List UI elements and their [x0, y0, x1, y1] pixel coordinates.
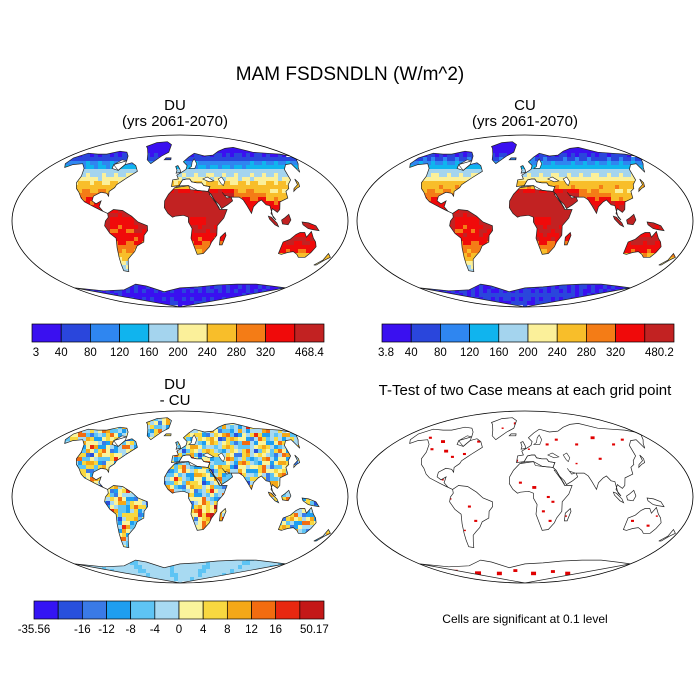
colorbar-label: -4	[150, 624, 161, 636]
panel-du-years: (yrs 2061-2070)	[122, 113, 228, 130]
panel-diff-title: DU - CU	[40, 377, 310, 409]
colorbar-box	[57, 600, 83, 620]
colorbar-box	[90, 323, 120, 343]
colorbar-box	[381, 323, 412, 343]
colorbar-label: 240	[548, 347, 567, 359]
colorbar-label: 320	[606, 347, 625, 359]
colorbar-label: 280	[577, 347, 596, 359]
colorbar-label: 16	[269, 624, 282, 636]
map-frame	[356, 410, 694, 584]
colorbar-label: 50.17	[300, 624, 329, 636]
colorbar-label: 160	[489, 347, 508, 359]
colorbar-box	[265, 323, 296, 343]
map-body	[12, 411, 348, 583]
map-du	[11, 134, 349, 308]
colorbar-du: 3 40 80 120 160 200 240 280 320 468.4	[31, 323, 325, 359]
colorbar-box	[410, 323, 441, 343]
colorbar-box	[498, 323, 529, 343]
panel-cu-name: CU	[514, 97, 536, 114]
map-frame	[11, 134, 349, 308]
colorbar-box	[644, 323, 675, 343]
panel-cu-years: (yrs 2061-2070)	[472, 113, 578, 130]
colorbar-label: 4	[200, 624, 207, 636]
colorbar-box	[81, 600, 107, 620]
map-diff	[11, 410, 349, 584]
colorbar-label: 320	[256, 347, 275, 359]
colorbar-box	[106, 600, 132, 620]
colorbar-label: -16	[74, 624, 91, 636]
ocean	[12, 411, 348, 583]
map-body	[357, 411, 693, 583]
colorbar-label: 3.8	[378, 347, 394, 359]
colorbar-label: 40	[405, 347, 418, 359]
colorbar-box	[226, 600, 252, 620]
colorbar-box	[31, 323, 62, 343]
coastlines	[64, 417, 331, 583]
colorbar-box	[177, 323, 208, 343]
colorbar-label: 480.2	[645, 347, 674, 359]
figure-title: MAM FSDSNDLN (W/m^2)	[235, 64, 465, 85]
panel-du-name: DU	[164, 97, 186, 114]
inland-water	[113, 158, 232, 209]
coastlines	[409, 141, 676, 307]
colorbar-box	[440, 323, 470, 343]
colorbar-label: 12	[245, 624, 258, 636]
colorbar-box	[33, 600, 59, 620]
colorbar-label: 80	[434, 347, 447, 359]
colorbar-label: -12	[98, 624, 115, 636]
map-frame	[11, 410, 349, 584]
ocean	[12, 135, 348, 307]
colorbar-label: 40	[55, 347, 68, 359]
panel-du-title: DU (yrs 2061-2070)	[40, 98, 310, 130]
colorbar-label: 240	[198, 347, 217, 359]
colorbar-box	[60, 323, 91, 343]
panel-ttest-title: T-Test of two Case means at each grid po…	[378, 382, 672, 399]
colorbar-label: 468.4	[295, 347, 324, 359]
colorbar-box	[527, 323, 558, 343]
colorbar-box	[586, 323, 616, 343]
colorbar-cu: 3.8 40 80 120 160 200 240 280 320 480.2	[378, 323, 675, 359]
ocean	[357, 411, 693, 583]
colorbar-box	[178, 600, 204, 620]
colorbar-label: 200	[518, 347, 537, 359]
coastlines	[64, 141, 331, 307]
colorbar-box	[294, 323, 325, 343]
colorbar-box	[251, 600, 277, 620]
colorbar-label: 3	[33, 347, 39, 359]
colorbar-box	[299, 600, 325, 620]
colorbar-label: 0	[176, 624, 182, 636]
colorbar-box	[236, 323, 266, 343]
ocean	[357, 135, 693, 307]
significance-note: Cells are significant at 0.1 level	[442, 612, 608, 626]
colorbar-box	[469, 323, 500, 343]
colorbar-box	[206, 323, 237, 343]
map-frame	[356, 134, 694, 308]
colorbar-label: 120	[110, 347, 129, 359]
colorbar-box	[148, 323, 179, 343]
coastlines	[409, 417, 676, 583]
colorbar-label: 8	[224, 624, 230, 636]
colorbar-label: 80	[84, 347, 97, 359]
panel-cu-title: CU (yrs 2061-2070)	[390, 98, 660, 130]
map-body	[357, 135, 693, 307]
colorbar-box	[130, 600, 156, 620]
colorbar-box	[202, 600, 228, 620]
panel-diff-name: DU	[164, 376, 186, 393]
map-body	[12, 135, 348, 307]
colorbar-box	[275, 600, 301, 620]
colorbar-label: 120	[460, 347, 479, 359]
map-ttest	[356, 410, 694, 584]
colorbar-box	[556, 323, 587, 343]
colorbar-box	[154, 600, 180, 620]
colorbar-label: 280	[227, 347, 246, 359]
colorbar-label: -35.56	[18, 624, 51, 636]
colorbar-diff: -35.56 -16 -12 -8 -4 0 4 8 12 16 50.17	[18, 600, 329, 636]
colorbar-label: -8	[126, 624, 136, 636]
colorbar-box	[119, 323, 150, 343]
panel-diff-subtitle: - CU	[159, 392, 191, 409]
map-cu	[356, 134, 694, 308]
colorbar-label: 200	[168, 347, 187, 359]
colorbar-label: 160	[139, 347, 158, 359]
colorbar-box	[615, 323, 646, 343]
